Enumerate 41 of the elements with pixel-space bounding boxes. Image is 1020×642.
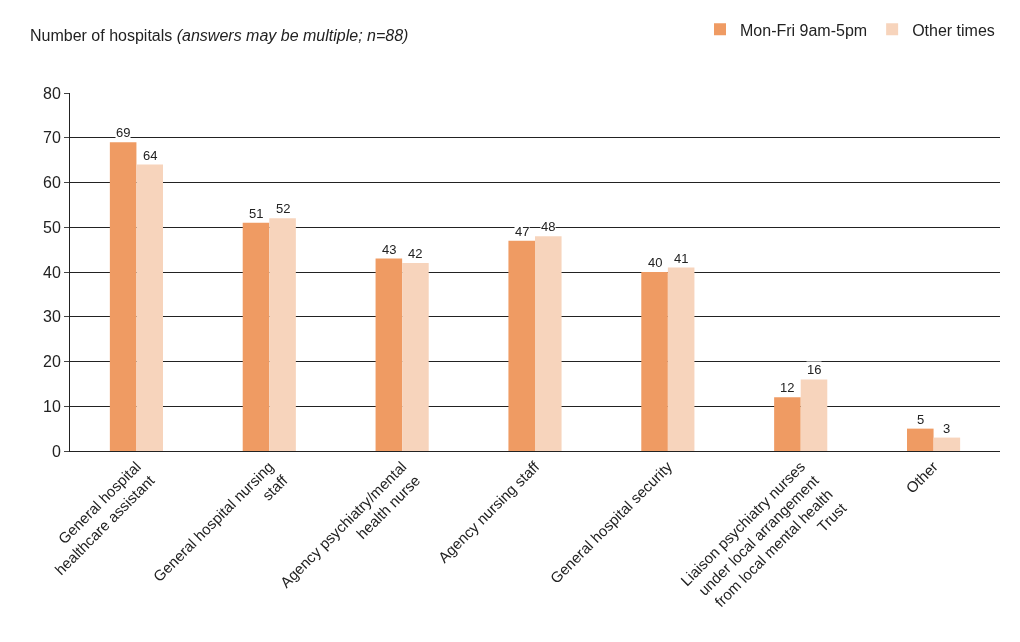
- y-tick-label: 70: [43, 129, 61, 147]
- bar: [667, 267, 695, 451]
- y-tick-label: 40: [43, 263, 61, 281]
- bar: [535, 236, 562, 451]
- bar: [641, 272, 668, 451]
- bar: [269, 218, 296, 451]
- data-label: 69: [116, 125, 131, 140]
- y-tick-label: 50: [43, 218, 61, 236]
- data-label: 47: [515, 224, 530, 239]
- legend-label: Other times: [912, 21, 995, 39]
- y-tick-label: 60: [43, 174, 61, 192]
- data-label: 16: [807, 362, 822, 377]
- y-tick-label: 20: [43, 353, 61, 371]
- data-label: 12: [780, 380, 795, 395]
- text: (answers may be multiple; n=88): [176, 27, 409, 44]
- data-label: 43: [382, 242, 397, 257]
- data-label: 41: [674, 251, 689, 266]
- data-label: 3: [943, 421, 951, 436]
- bar: [242, 222, 270, 451]
- y-tick-label: 10: [43, 397, 61, 415]
- data-label: 52: [276, 201, 291, 216]
- bar: [375, 258, 403, 451]
- data-label: 48: [541, 219, 556, 234]
- y-tick-label: 0: [51, 442, 61, 460]
- y-tick-label: 30: [43, 308, 61, 326]
- bar: [933, 437, 961, 451]
- bar: [508, 240, 535, 451]
- bar: [136, 164, 163, 451]
- bar: [800, 379, 828, 451]
- data-label: 51: [249, 206, 264, 221]
- data-label: 64: [143, 148, 158, 163]
- y-axis-title: Number of hospitals: [30, 27, 173, 44]
- bar: [907, 428, 934, 451]
- legend-label: Mon-Fri 9am-5pm: [740, 21, 868, 39]
- bar: [774, 397, 801, 451]
- bar: [109, 142, 137, 451]
- data-label: 40: [648, 255, 663, 270]
- bar: [402, 263, 429, 451]
- data-label: 5: [917, 412, 925, 427]
- y-tick-label: 80: [43, 84, 61, 102]
- data-label: 42: [408, 246, 423, 261]
